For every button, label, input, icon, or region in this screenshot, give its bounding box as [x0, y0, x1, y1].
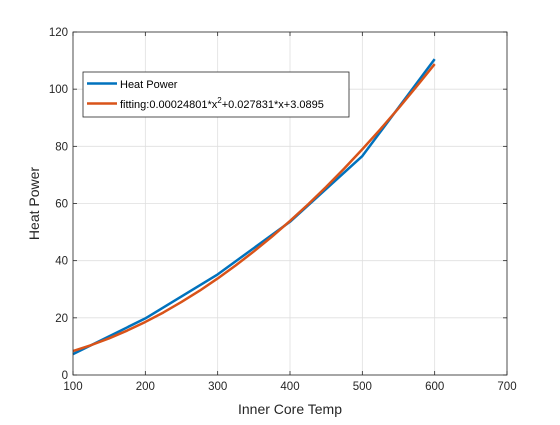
x-tick-label: 100 — [63, 381, 82, 393]
legend-box — [82, 71, 350, 118]
y-tick-label: 80 — [55, 141, 68, 153]
fit-formula-exponent: 2 — [217, 96, 222, 105]
y-tick-label: 40 — [55, 256, 68, 268]
y-tick-label: 60 — [55, 199, 68, 211]
legend-label-heat-power: Heat Power — [120, 79, 178, 91]
fit-formula-part-2: +0.027831*x+3.0895 — [222, 99, 324, 111]
x-tick-label: 400 — [280, 381, 299, 393]
x-tick-label: 200 — [136, 381, 155, 393]
x-tick-label: 300 — [208, 381, 227, 393]
y-tick-label: 20 — [55, 313, 68, 325]
x-axis-label: Inner Core Temp — [238, 401, 342, 417]
y-tick-label: 120 — [49, 27, 68, 39]
data-series — [72, 58, 436, 356]
fit-formula-part-1: fitting:0.00024801*x — [120, 99, 218, 111]
legend: Heat Power fitting:0.00024801*x2+0.02783… — [82, 71, 350, 118]
x-tick-label: 700 — [497, 381, 516, 393]
y-tick-label: 100 — [49, 84, 68, 96]
fitting-series-line — [72, 63, 436, 353]
x-tick-label: 500 — [353, 381, 372, 393]
heat-power-series-line — [72, 58, 436, 356]
axis-ticks: 100 200 300 400 500 600 700 0 20 40 60 80 100 120 — [49, 27, 517, 393]
legend-label-fitting: fitting:0.00024801*x2+0.027831*x+3.0895 — [120, 96, 324, 111]
y-axis-label: Heat Power — [26, 167, 42, 240]
y-tick-label: 0 — [62, 370, 68, 382]
x-tick-label: 600 — [425, 381, 444, 393]
